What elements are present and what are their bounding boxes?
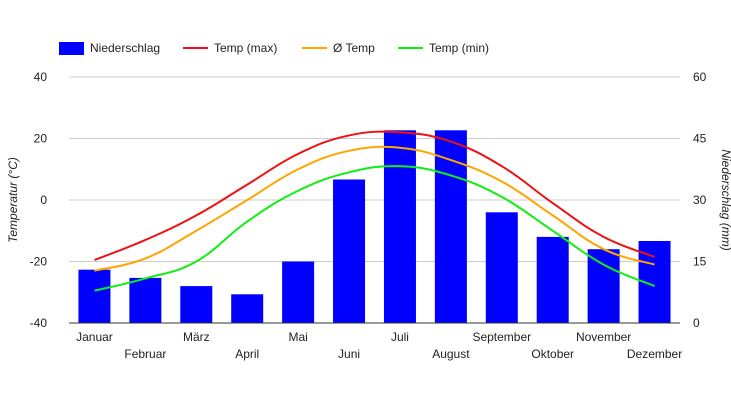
right-tick-label: 30 (693, 193, 707, 207)
precipitation-bar (180, 286, 213, 323)
left-tick-label: 20 (34, 132, 48, 146)
x-tick-label: Oktober (531, 347, 574, 361)
line-temp-min (94, 165, 655, 292)
precipitation-bar (129, 277, 162, 323)
left-axis-ticks: 40 20 0 -20 -40 (30, 70, 48, 330)
line-temp-max (94, 130, 655, 261)
precipitation-bar (383, 130, 416, 323)
x-tick-label: März (183, 330, 210, 344)
legend-label: Niederschlag (90, 41, 160, 55)
x-tick-label: Dezember (627, 347, 682, 361)
precipitation-bar (333, 179, 366, 323)
precipitation-bar (485, 212, 518, 323)
left-tick-label: 0 (40, 193, 47, 207)
right-axis-ticks: 60 45 30 15 0 (693, 70, 707, 330)
x-axis-ticks: Januar Februar März April Mai Juni Juli AugustS… (76, 330, 682, 361)
x-tick-label: September (472, 330, 531, 344)
precipitation-bar (78, 269, 111, 323)
temperature-lines (94, 130, 655, 292)
precipitation-bar (536, 236, 569, 323)
x-tick-label: Juli (391, 330, 409, 344)
x-tick-label: Juni (338, 347, 360, 361)
right-tick-label: 15 (693, 255, 707, 269)
precipitation-bar (231, 294, 264, 323)
right-axis-title: Niederschlag (mm) (719, 149, 731, 250)
line-temp (94, 145, 655, 272)
left-tick-label: -20 (30, 255, 48, 269)
precipitation-bars (69, 130, 680, 324)
x-tick-label: August (432, 347, 470, 361)
left-axis-title: Temperatur (°C) (6, 157, 20, 243)
legend-label: Temp (min) (429, 41, 489, 55)
x-tick-label: Januar (76, 330, 113, 344)
x-tick-label: November (576, 330, 631, 344)
legend-swatch-bar (59, 42, 84, 55)
x-tick-label: April (235, 347, 259, 361)
right-tick-label: 60 (693, 70, 707, 84)
x-tick-label: Mai (288, 330, 307, 344)
precipitation-bar (282, 261, 315, 323)
left-tick-label: 40 (34, 70, 48, 84)
precipitation-bar (434, 130, 467, 323)
right-tick-label: 0 (693, 316, 700, 330)
legend: Niederschlag Temp (max) Ø Temp Temp (min) (59, 41, 489, 55)
precipitation-bar (587, 249, 620, 323)
legend-label: Temp (max) (214, 41, 277, 55)
right-tick-label: 45 (693, 132, 707, 146)
x-tick-label: Februar (124, 347, 166, 361)
legend-label: Ø Temp (333, 41, 375, 55)
left-tick-label: -40 (30, 316, 48, 330)
